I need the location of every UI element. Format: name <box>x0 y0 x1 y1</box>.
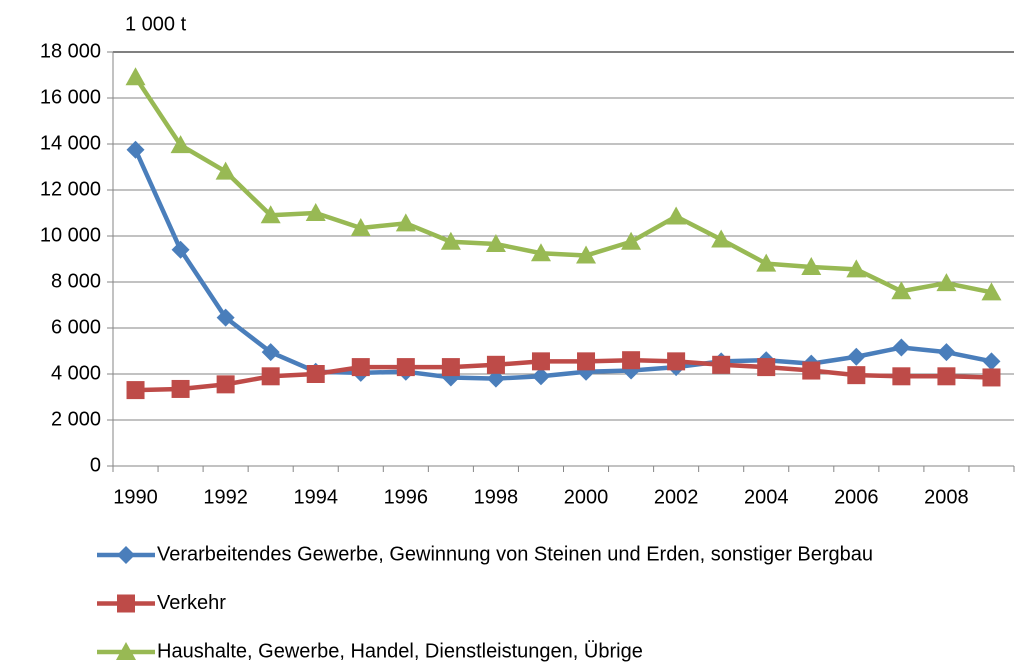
y-tick-label: 2 000 <box>51 408 101 430</box>
legend-label: Haushalte, Gewerbe, Handel, Dienstleistu… <box>157 640 643 662</box>
data-point <box>982 352 1001 371</box>
data-point <box>801 257 822 276</box>
data-point <box>622 351 641 370</box>
x-tick-label: 2000 <box>564 486 609 508</box>
data-point <box>260 205 281 224</box>
legend-marker <box>116 642 136 660</box>
x-tick-label: 2006 <box>834 486 879 508</box>
data-point <box>802 361 821 380</box>
data-point <box>892 367 911 386</box>
data-point <box>531 352 550 371</box>
data-point <box>486 355 505 374</box>
data-point <box>486 369 505 388</box>
data-point <box>351 358 370 377</box>
legend-marker <box>117 594 135 613</box>
data-point <box>847 347 866 366</box>
data-point <box>485 234 506 253</box>
x-tick-label: 1996 <box>384 486 429 508</box>
data-point <box>216 375 235 394</box>
data-point <box>125 67 146 86</box>
x-tick-label: 1992 <box>203 486 248 508</box>
series-line <box>133 148 992 381</box>
data-point <box>171 379 190 398</box>
y-tick-label: 18 000 <box>40 40 101 62</box>
data-point <box>306 365 325 383</box>
data-point <box>126 140 145 159</box>
unit-label: 1 000 t <box>125 13 187 35</box>
data-point <box>936 273 957 292</box>
data-point <box>171 240 190 259</box>
data-point <box>846 259 867 278</box>
data-point <box>395 213 416 232</box>
y-tick-label: 14 000 <box>40 132 101 154</box>
data-point <box>891 281 912 300</box>
data-point <box>530 243 551 262</box>
data-point <box>261 367 280 386</box>
data-point <box>981 282 1002 301</box>
data-point <box>621 231 642 250</box>
data-point <box>847 366 866 385</box>
x-tick-label: 2004 <box>744 486 789 508</box>
data-point <box>937 343 956 362</box>
data-point <box>711 229 732 248</box>
data-point <box>440 231 461 250</box>
x-tick-label: 1998 <box>474 486 519 508</box>
data-point <box>126 381 145 400</box>
data-point <box>712 355 731 374</box>
y-tick-label: 4 000 <box>51 362 101 384</box>
data-point <box>350 217 371 236</box>
legend-label: Verkehr <box>157 592 226 614</box>
series-line <box>133 76 992 295</box>
data-point <box>170 135 191 154</box>
legend-label: Verarbeitendes Gewerbe, Gewinnung von St… <box>157 543 873 565</box>
x-tick-label: 1990 <box>113 486 158 508</box>
y-tick-label: 6 000 <box>51 316 101 338</box>
data-point <box>666 206 687 225</box>
data-point <box>576 245 597 264</box>
legend-marker <box>117 546 135 564</box>
y-tick-label: 12 000 <box>40 178 101 200</box>
data-point <box>441 358 460 377</box>
data-point <box>577 352 596 371</box>
y-tick-label: 16 000 <box>40 86 101 108</box>
y-tick-label: 8 000 <box>51 270 101 292</box>
data-point <box>667 352 686 371</box>
data-point <box>396 358 415 377</box>
data-point <box>892 338 911 357</box>
data-point <box>756 253 777 272</box>
data-point <box>937 367 956 386</box>
data-point <box>305 203 326 221</box>
data-point <box>216 308 235 327</box>
x-tick-label: 2008 <box>924 486 969 508</box>
y-tick-label: 0 <box>90 454 101 476</box>
data-point <box>261 343 280 362</box>
x-tick-label: 1994 <box>293 486 338 508</box>
data-point <box>531 367 550 386</box>
data-point <box>757 358 776 377</box>
x-tick-label: 2002 <box>654 486 699 508</box>
y-tick-label: 10 000 <box>40 224 101 246</box>
data-point <box>982 368 1001 387</box>
data-point <box>215 161 236 180</box>
